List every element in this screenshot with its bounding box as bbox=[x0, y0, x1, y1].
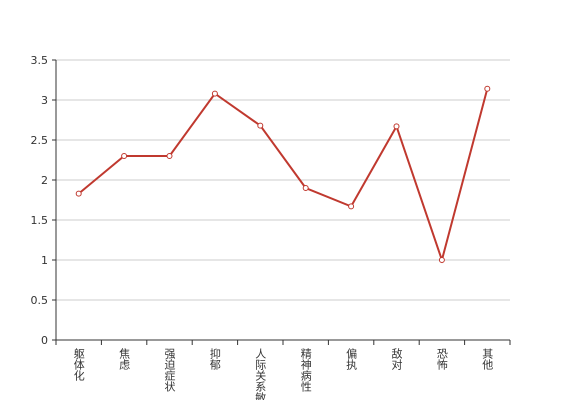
x-tick-label: 抑郁 bbox=[208, 347, 221, 370]
x-tick-label: 强迫症状 bbox=[163, 348, 176, 392]
x-tick-label: 恐怖 bbox=[435, 348, 448, 370]
point bbox=[348, 203, 355, 210]
y-tick-label: 1.5 bbox=[31, 214, 49, 227]
y-tick-label: 1 bbox=[41, 254, 48, 267]
y-tick-label: 0.5 bbox=[31, 294, 49, 307]
x-tick-label: 其他 bbox=[481, 348, 494, 370]
y-tick-label: 3.5 bbox=[31, 54, 49, 67]
x-tick-label: 躯体化 bbox=[72, 348, 85, 382]
point bbox=[257, 122, 264, 129]
point bbox=[121, 153, 128, 159]
y-tick-label: 2.5 bbox=[31, 134, 49, 147]
point bbox=[211, 90, 218, 97]
x-tick-label: 精神病性 bbox=[299, 348, 312, 393]
line bbox=[78, 88, 489, 264]
y-tick-label: 2 bbox=[41, 174, 48, 187]
point bbox=[393, 123, 400, 130]
x-tick-label: 敌对 bbox=[390, 347, 403, 370]
point bbox=[166, 153, 173, 159]
point bbox=[302, 185, 309, 191]
x-tick-label: 人际关系敏感 bbox=[254, 348, 267, 400]
point bbox=[484, 85, 491, 92]
point bbox=[75, 190, 82, 197]
x-tick-label: 焦虑 bbox=[118, 348, 131, 370]
y-tick-label: 3 bbox=[41, 94, 48, 107]
y-tick-label: 0 bbox=[41, 334, 48, 347]
point bbox=[438, 257, 445, 263]
x-tick-label: 偏执 bbox=[345, 347, 358, 371]
